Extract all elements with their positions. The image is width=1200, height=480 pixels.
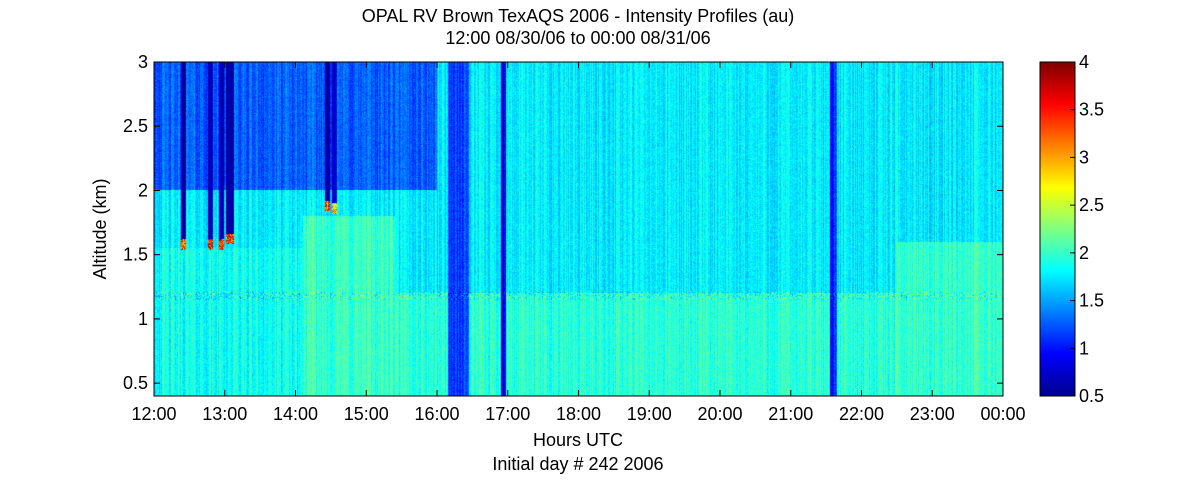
- colorbar-tick-label: 3: [1079, 147, 1089, 167]
- y-axis-label: Altitude (km): [90, 178, 110, 279]
- heatmap-image: [154, 62, 1003, 396]
- chart-subtitle: 12:00 08/30/06 to 00:00 08/31/06: [445, 28, 710, 48]
- colorbar-tick-label: 1: [1079, 338, 1089, 358]
- colorbar: 0.5 1 1.5 2 2.5 3 3.5 4: [1039, 52, 1104, 406]
- colorbar-tick-label: 3.5: [1079, 100, 1104, 120]
- x-tick-label: 22:00: [839, 404, 884, 424]
- colorbar-gradient: [1040, 62, 1075, 396]
- x-axis: 12:00 13:00 14:00 15:00 16:00 17:00 18:00 19:00…: [131, 62, 1026, 424]
- y-tick-label: 1: [138, 309, 148, 329]
- colorbar-tick-label: 2.5: [1079, 195, 1104, 215]
- x-tick-label: 13:00: [202, 404, 247, 424]
- x-tick-label: 18:00: [556, 404, 601, 424]
- colorbar-tick-label: 1.5: [1079, 291, 1104, 311]
- colorbar-axis: 0.5 1 1.5 2 2.5 3 3.5 4: [1070, 52, 1104, 406]
- y-axis: 0.5 1 1.5 2 2.5 3: [123, 52, 1003, 393]
- x-tick-label: 17:00: [485, 404, 530, 424]
- x-axis-day-label: Initial day # 242 2006: [492, 454, 663, 474]
- y-tick-label: 0.5: [123, 373, 148, 393]
- colorbar-tick-label: 0.5: [1079, 386, 1104, 406]
- x-tick-label: 23:00: [910, 404, 955, 424]
- y-tick-label: 1.5: [123, 245, 148, 265]
- x-tick-label: 20:00: [697, 404, 742, 424]
- x-tick-label: 19:00: [627, 404, 672, 424]
- y-tick-label: 3: [138, 52, 148, 72]
- x-tick-label: 15:00: [344, 404, 389, 424]
- heatmap-plot-area: [153, 61, 1004, 397]
- x-tick-label: 21:00: [768, 404, 813, 424]
- y-tick-label: 2.5: [123, 116, 148, 136]
- colorbar-frame: [1039, 61, 1076, 397]
- chart-title: OPAL RV Brown TexAQS 2006 - Intensity Pr…: [362, 6, 795, 26]
- x-tick-label: 12:00: [131, 404, 176, 424]
- x-tick-label: 00:00: [980, 404, 1025, 424]
- x-tick-label: 16:00: [414, 404, 459, 424]
- y-tick-label: 2: [138, 180, 148, 200]
- colorbar-tick-label: 2: [1079, 243, 1089, 263]
- x-axis-label: Hours UTC: [533, 430, 623, 450]
- x-tick-label: 14:00: [273, 404, 318, 424]
- colorbar-tick-label: 4: [1079, 52, 1089, 72]
